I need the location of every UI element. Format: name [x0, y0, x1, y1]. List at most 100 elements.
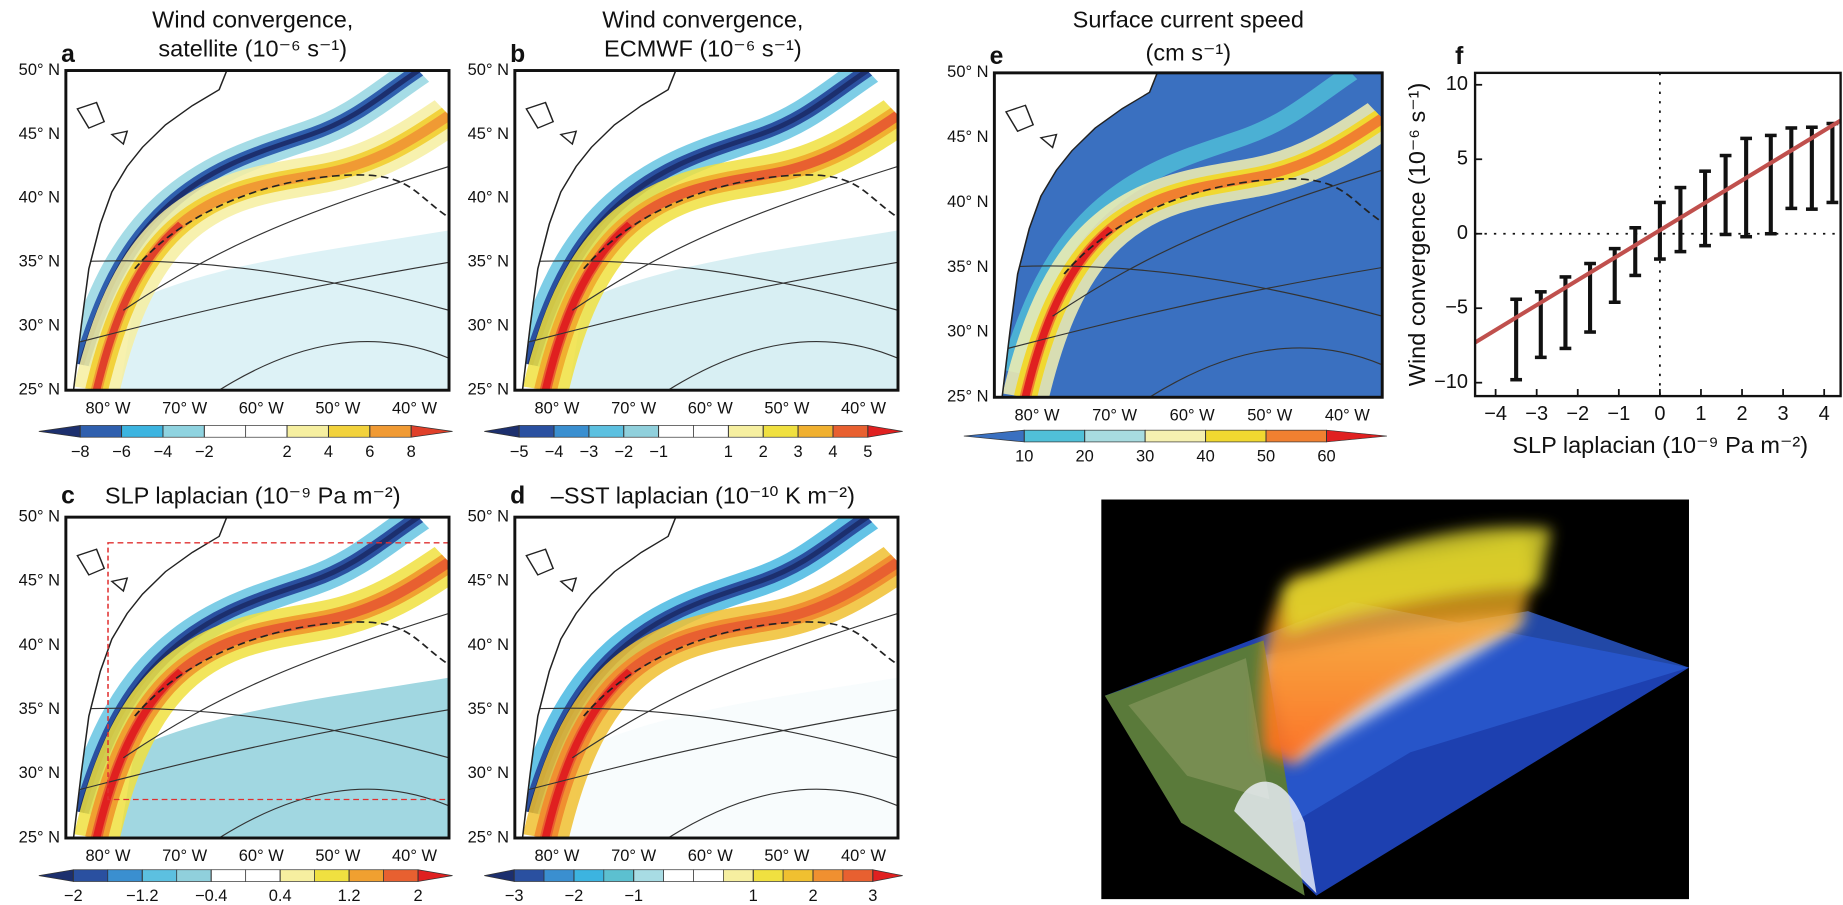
x-tick-label: 70° W — [1092, 406, 1137, 424]
map-shapes — [994, 73, 1382, 397]
y-tick-label: 25° N — [19, 381, 60, 399]
colorbar-segment — [177, 870, 211, 882]
x-tick-label: −3 — [1525, 403, 1548, 425]
y-tick-label: 35° N — [947, 258, 988, 276]
map-area — [515, 71, 898, 391]
photo-3d — [1101, 500, 1689, 900]
map-area — [66, 71, 449, 391]
colorbar-segment — [1266, 430, 1326, 442]
colorbar-segment — [246, 870, 280, 882]
y-tick-label: 50° N — [947, 63, 988, 81]
map-area — [66, 517, 449, 838]
y-tick-label: 40° N — [19, 189, 60, 207]
colorbar-segment — [1326, 430, 1386, 442]
x-tick-label: 40° W — [1325, 406, 1370, 424]
x-tick-label: 40° W — [392, 399, 437, 417]
colorbar-tick-label: −4 — [545, 443, 564, 461]
x-tick-label: 70° W — [162, 399, 207, 417]
x-tick-label: 60° W — [688, 847, 733, 865]
y-tick-label: 40° N — [19, 636, 60, 654]
colorbar-tick-label: 6 — [365, 443, 374, 461]
x-tick-label: −1 — [1607, 403, 1630, 425]
colorbar-tick-label: 4 — [828, 443, 837, 461]
map-area — [515, 517, 898, 838]
x-tick-label: 2 — [1736, 403, 1747, 425]
colorbar-tick-label: −2 — [195, 443, 214, 461]
x-tick-label: 60° W — [239, 847, 284, 865]
colorbar-segment — [349, 870, 383, 882]
colorbar-tick-label: −5 — [510, 443, 529, 461]
colorbar-tick-label: 60 — [1317, 448, 1335, 466]
colorbar-segment — [280, 870, 314, 882]
colorbar-segment — [484, 425, 519, 437]
panel-letter: b — [510, 41, 525, 68]
colorbar-segment — [634, 870, 664, 882]
colorbar-segment — [484, 870, 514, 882]
colorbar-tick-label: 40 — [1196, 448, 1214, 466]
panel-title: satellite (10⁻⁶ s⁻¹) — [158, 36, 347, 62]
panel-title: SLP laplacian (10⁻⁹ Pa m⁻²) — [105, 482, 401, 508]
colorbar-segment — [204, 425, 245, 437]
x-tick-label: −2 — [1566, 403, 1589, 425]
y-tick-label: 25° N — [468, 828, 509, 846]
panel-letter: f — [1455, 43, 1464, 70]
panel-letter: c — [61, 483, 75, 510]
x-tick-label: 80° W — [535, 847, 580, 865]
x-tick-label: 80° W — [1015, 406, 1060, 424]
y-tick-label: 30° N — [947, 323, 988, 341]
colorbar-segment — [211, 870, 245, 882]
y-tick-label: 25° N — [468, 381, 509, 399]
x-tick-label: 50° W — [764, 847, 809, 865]
error-bar — [1765, 135, 1777, 233]
colorbar-segment — [246, 425, 287, 437]
colorbar-segment — [693, 425, 728, 437]
x-tick-label: 50° W — [1247, 406, 1292, 424]
error-bar — [1629, 228, 1641, 276]
y-tick-label: 35° N — [19, 253, 60, 271]
y-tick-label: 35° N — [468, 253, 509, 271]
colorbar-tick-label: −1 — [624, 887, 643, 905]
colorbar-segment — [328, 425, 369, 437]
y-tick-label: −5 — [1445, 296, 1468, 318]
colorbar-segment — [873, 870, 903, 882]
colorbar-tick-label: 20 — [1076, 448, 1094, 466]
colorbar-segment — [411, 425, 452, 437]
y-tick-label: 5 — [1457, 148, 1468, 170]
colorbar-segment — [39, 870, 73, 882]
colorbar-tick-label: −3 — [505, 887, 524, 905]
colorbar-segment — [163, 425, 204, 437]
colorbar-tick-label: −2 — [565, 887, 584, 905]
colorbar-segment — [1145, 430, 1205, 442]
colorbar-tick-label: 1.2 — [338, 887, 361, 905]
x-tick-label: −4 — [1484, 403, 1507, 425]
colorbar-segment — [964, 430, 1024, 442]
colorbar-segment — [544, 870, 574, 882]
figure: Wind convergence,satellite (10⁻⁶ s⁻¹)a50… — [0, 0, 1843, 905]
error-bar — [1510, 299, 1522, 379]
colorbar-segment — [370, 425, 411, 437]
colorbar-segment — [659, 425, 694, 437]
colorbar-tick-label: 10 — [1015, 448, 1033, 466]
y-tick-label: 50° N — [468, 507, 509, 525]
x-tick-label: 70° W — [162, 847, 207, 865]
colorbar-tick-label: 2 — [413, 887, 422, 905]
colorbar-tick-label: −4 — [154, 443, 173, 461]
x-tick-label: 40° W — [841, 399, 886, 417]
colorbar-tick-label: 0.4 — [269, 887, 292, 905]
y-tick-label: 45° N — [19, 572, 60, 590]
colorbar-segment — [843, 870, 873, 882]
x-tick-label: 80° W — [535, 399, 580, 417]
x-tick-label: 3 — [1778, 403, 1789, 425]
x-tick-label: 70° W — [611, 399, 656, 417]
y-tick-label: 10 — [1446, 73, 1468, 95]
y-tick-label: 35° N — [468, 700, 509, 718]
colorbar-segment — [624, 425, 659, 437]
error-bar — [1827, 124, 1839, 203]
colorbar-segment — [813, 870, 843, 882]
colorbar-tick-label: 2 — [759, 443, 768, 461]
colorbar-segment — [833, 425, 868, 437]
y-tick-label: 45° N — [19, 125, 60, 143]
y-tick-label: 40° N — [947, 193, 988, 211]
x-tick-label: 70° W — [611, 847, 656, 865]
error-bar — [1740, 138, 1752, 236]
